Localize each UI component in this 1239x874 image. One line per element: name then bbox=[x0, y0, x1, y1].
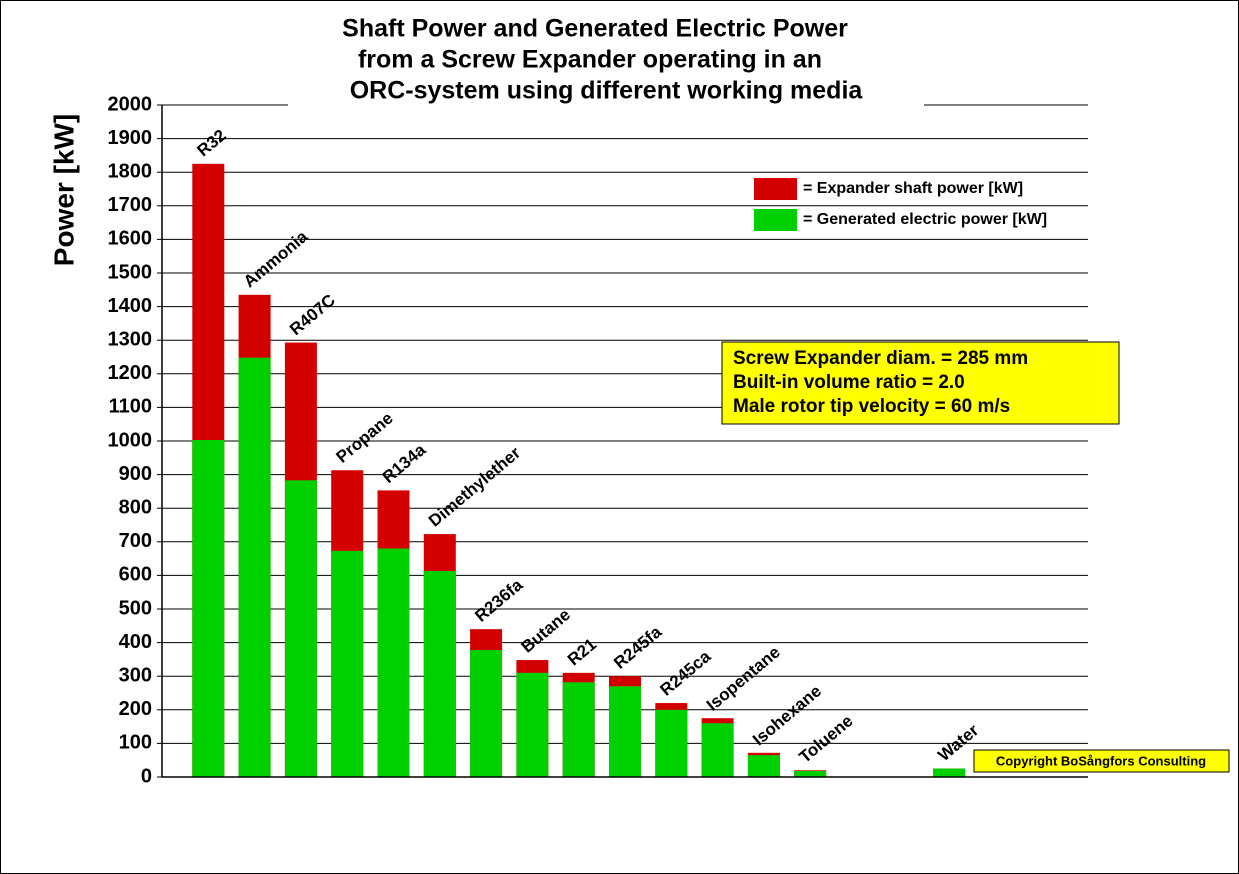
y-tick-label: 800 bbox=[119, 496, 152, 518]
bar bbox=[933, 768, 966, 777]
bar bbox=[238, 357, 271, 777]
bar bbox=[423, 571, 456, 777]
y-tick-label: 1200 bbox=[108, 362, 153, 384]
bar bbox=[377, 548, 410, 777]
y-tick-label: 300 bbox=[119, 664, 152, 686]
copyright-box bbox=[973, 749, 1230, 773]
bar bbox=[609, 686, 641, 777]
bar bbox=[701, 723, 734, 777]
legend-label: = Expander shaft power [kW] bbox=[803, 180, 1023, 197]
y-tick-label: 900 bbox=[119, 463, 152, 485]
bar bbox=[794, 770, 827, 777]
annotation-box bbox=[721, 341, 1120, 425]
y-tick-label: 1700 bbox=[108, 194, 153, 216]
y-tick-label: 400 bbox=[119, 631, 152, 653]
y-tick-label: 100 bbox=[119, 732, 152, 754]
bars bbox=[192, 163, 966, 778]
bar bbox=[284, 480, 317, 777]
legend-label: = Generated electric power [kW] bbox=[803, 211, 1047, 228]
y-tick-label: 1400 bbox=[108, 295, 153, 317]
y-tick-label: 0 bbox=[141, 765, 152, 787]
chart-title: from a Screw Expander operating in an bbox=[358, 46, 822, 74]
bar bbox=[331, 550, 364, 777]
copyright: Copyright BoSångfors Consulting bbox=[996, 753, 1206, 768]
y-tick-label: 500 bbox=[119, 597, 152, 619]
annotation: Male rotor tip velocity = 60 m/s bbox=[733, 396, 1010, 417]
title-backing bbox=[288, 80, 924, 108]
legend-swatch bbox=[754, 178, 797, 200]
annotation: Screw Expander diam. = 285 mm bbox=[733, 348, 1028, 369]
y-tick-label: 200 bbox=[119, 698, 152, 720]
y-tick-label: 2000 bbox=[108, 93, 153, 115]
y-axis-label: Power [kW] bbox=[48, 114, 79, 266]
y-tick-label: 1100 bbox=[109, 396, 152, 418]
y-tick-label: 1500 bbox=[108, 261, 153, 283]
y-tick-label: 600 bbox=[119, 564, 152, 586]
bar bbox=[516, 672, 549, 777]
bar bbox=[747, 755, 780, 777]
bar bbox=[192, 439, 225, 777]
y-tick-label: 1600 bbox=[108, 228, 153, 250]
y-tick-label: 1900 bbox=[108, 127, 153, 149]
y-tick-label: 1000 bbox=[108, 429, 153, 451]
y-tick-label: 1800 bbox=[108, 160, 153, 182]
bar bbox=[470, 649, 503, 777]
legend-swatch bbox=[754, 209, 797, 231]
chart-title: ORC-system using different working media bbox=[350, 77, 864, 105]
bar bbox=[562, 682, 595, 777]
annotation: Built-in volume ratio = 2.0 bbox=[733, 372, 965, 393]
legend: = Expander shaft power [kW] = Generated e… bbox=[754, 178, 1047, 231]
y-tick-label: 700 bbox=[119, 530, 152, 552]
bar bbox=[655, 709, 688, 777]
chart-title: Shaft Power and Generated Electric Power bbox=[342, 15, 848, 43]
y-tick-label: 1300 bbox=[108, 328, 153, 350]
